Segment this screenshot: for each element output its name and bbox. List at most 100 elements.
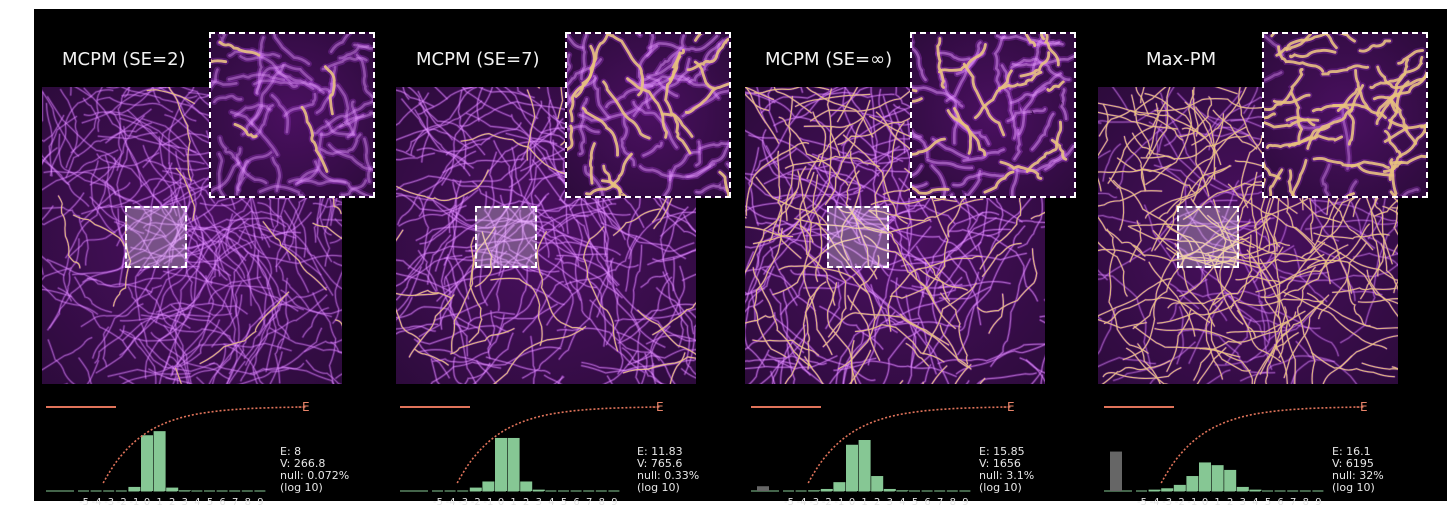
filament xyxy=(1025,358,1045,375)
filament xyxy=(821,156,860,241)
bright-filament xyxy=(745,87,780,144)
filament xyxy=(279,278,289,350)
filament xyxy=(1197,265,1270,344)
bright-filament xyxy=(414,348,449,366)
filament xyxy=(216,134,243,166)
bright-filament xyxy=(606,34,645,97)
filament xyxy=(511,196,547,268)
filament xyxy=(693,179,729,196)
filament xyxy=(1339,103,1353,173)
bright-filament xyxy=(752,339,820,356)
filament xyxy=(529,335,537,384)
filament xyxy=(1098,273,1152,369)
filament xyxy=(118,117,186,158)
filament xyxy=(199,226,253,307)
filament xyxy=(614,307,696,323)
filament xyxy=(928,162,948,196)
filament xyxy=(163,225,231,265)
filament-network-svg xyxy=(567,34,729,196)
filament xyxy=(147,367,194,384)
filament xyxy=(591,73,612,121)
filament xyxy=(259,287,328,320)
filament xyxy=(851,201,920,221)
bright-filament xyxy=(1380,243,1398,291)
filament xyxy=(745,358,797,365)
filament xyxy=(168,355,189,384)
bright-filament xyxy=(815,222,876,319)
filament xyxy=(453,322,509,333)
filament xyxy=(115,194,179,247)
filament xyxy=(650,325,671,376)
filament xyxy=(671,256,685,349)
filament xyxy=(87,265,200,288)
filament xyxy=(931,211,985,325)
filament xyxy=(308,82,331,93)
bright-filament xyxy=(868,210,935,303)
filament xyxy=(250,105,262,126)
bright-filament xyxy=(1272,236,1284,359)
filament xyxy=(627,211,696,260)
filament xyxy=(169,227,246,332)
filament xyxy=(57,287,98,315)
filament xyxy=(896,277,963,317)
filament xyxy=(1214,300,1271,367)
filament xyxy=(816,274,904,324)
filament xyxy=(396,258,438,293)
histogram-bar xyxy=(1173,484,1186,491)
bright-filament xyxy=(1318,242,1367,320)
bright-filament xyxy=(1046,80,1065,92)
filament xyxy=(489,199,541,209)
filament xyxy=(95,260,218,374)
filament xyxy=(170,150,194,263)
bright-filament xyxy=(1321,64,1370,76)
bright-filament xyxy=(848,349,872,384)
filament xyxy=(915,245,950,384)
bright-filament xyxy=(396,169,489,202)
filament xyxy=(81,204,213,252)
filament xyxy=(182,244,231,276)
filament xyxy=(835,315,877,384)
filament xyxy=(1025,359,1045,374)
filament xyxy=(768,288,805,354)
filament xyxy=(229,110,279,157)
tick-label: 2 xyxy=(874,497,880,508)
filament xyxy=(166,217,192,321)
filament xyxy=(60,89,78,168)
filament xyxy=(242,220,302,236)
filament xyxy=(882,327,923,384)
bright-filament xyxy=(1050,138,1068,161)
filament xyxy=(632,100,679,149)
filament xyxy=(901,252,1027,267)
bright-filament xyxy=(1117,157,1172,173)
bright-filament xyxy=(73,214,125,247)
bright-filament xyxy=(753,127,832,245)
filament xyxy=(695,183,729,194)
zoom-region-marker xyxy=(125,206,187,268)
filament xyxy=(559,198,619,287)
filament xyxy=(792,209,827,236)
filament xyxy=(745,288,765,295)
filament xyxy=(1113,341,1196,381)
bright-filament xyxy=(526,89,536,161)
bright-filament xyxy=(745,166,807,274)
filament xyxy=(259,54,327,96)
bright-filament xyxy=(1024,34,1037,48)
bright-filament xyxy=(912,97,923,103)
filament xyxy=(42,154,70,185)
filament xyxy=(745,92,776,104)
filament xyxy=(228,109,281,159)
filament xyxy=(878,151,913,237)
filament xyxy=(119,329,176,342)
histogram-bar xyxy=(128,486,141,491)
filament xyxy=(763,165,830,185)
bright-filament xyxy=(937,43,987,74)
bright-filament xyxy=(684,82,729,115)
filament xyxy=(221,223,297,239)
histogram-svg: -5 -4 -3 -2 -1 0 1 2 3 4 5 6 7 8 9E xyxy=(1104,400,1368,508)
filament xyxy=(850,363,862,384)
filament xyxy=(89,115,145,186)
filament xyxy=(510,113,558,146)
filament xyxy=(150,331,231,381)
filament xyxy=(440,87,494,187)
filament xyxy=(42,288,73,298)
